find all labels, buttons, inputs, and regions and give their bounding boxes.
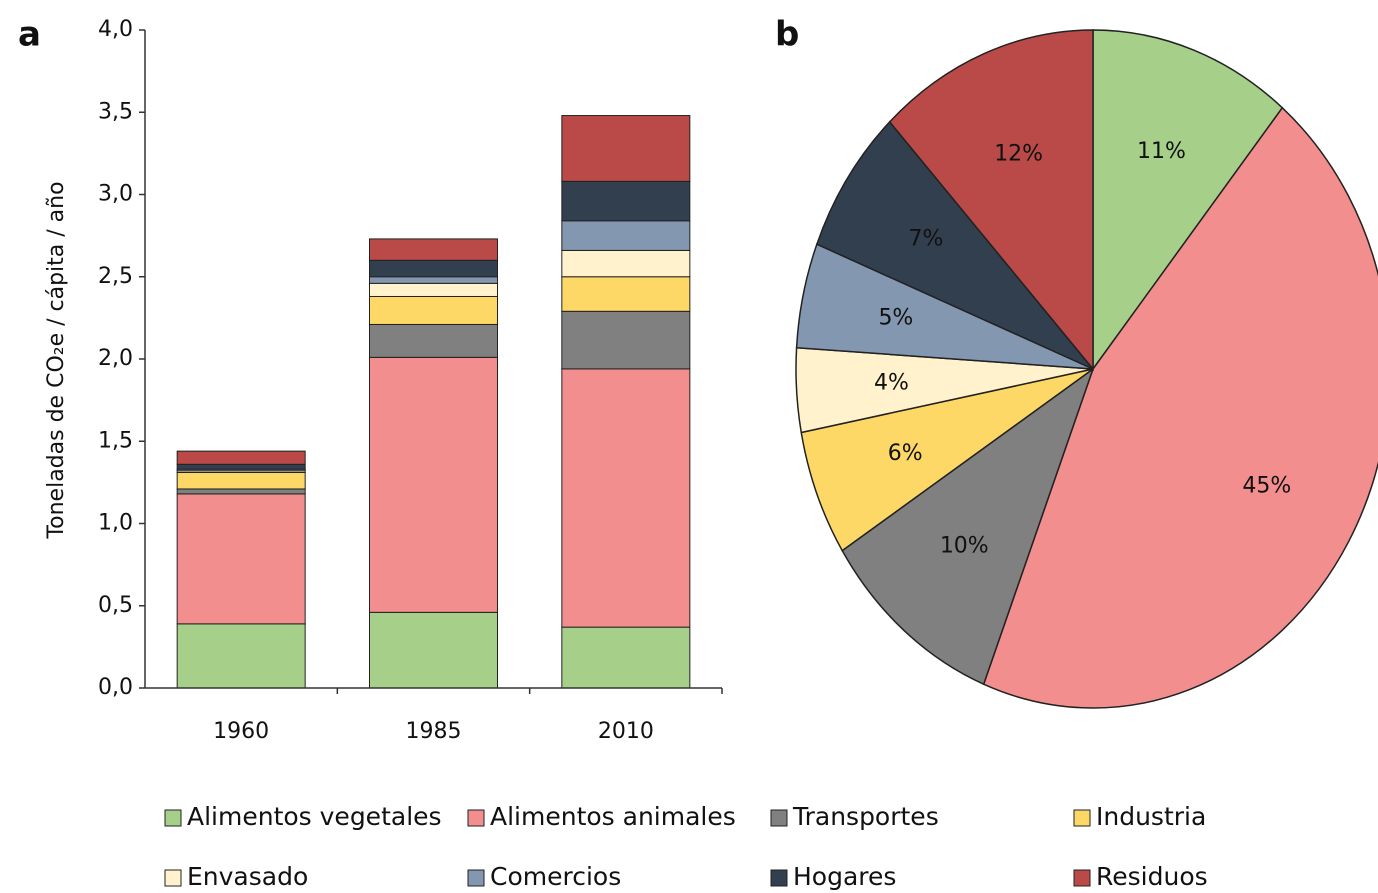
bar-segment [561, 626, 691, 689]
legend-label: Hogares [793, 862, 896, 891]
bar-segment [176, 450, 306, 465]
bar-segment [561, 310, 691, 370]
y-tick-label: 2,0 [98, 346, 133, 371]
pie-label: 6% [888, 441, 923, 466]
bar-segment [561, 276, 691, 312]
pie-label: 12% [994, 142, 1043, 167]
pie-label: 5% [878, 306, 913, 331]
pie-label: 4% [874, 370, 909, 395]
bar-segment [176, 623, 306, 689]
pie-slice [982, 106, 1378, 709]
x-tick-label: 2010 [598, 719, 654, 744]
pie-slice [815, 120, 1094, 370]
bar-segment [369, 295, 498, 325]
bar-segment [561, 220, 691, 251]
legend-swatch [770, 869, 788, 887]
legend-swatch [1073, 869, 1091, 887]
bar-segment [561, 249, 691, 278]
bar-segment [561, 115, 691, 182]
legend-swatch [467, 809, 485, 827]
y-tick-label: 3,0 [98, 182, 133, 207]
bar-segment [369, 323, 498, 358]
pie-slice [888, 29, 1094, 372]
bar-segment [176, 488, 306, 495]
bar-segment [369, 611, 498, 689]
pie-slice [800, 368, 1094, 552]
y-tick-label: 0,5 [98, 593, 133, 618]
legend-swatch [164, 869, 182, 887]
legend-swatch [770, 809, 788, 827]
y-tick-label: 2,5 [98, 264, 133, 289]
y-tick-label: 3,5 [98, 99, 133, 124]
y-tick-label: 4,0 [98, 17, 133, 42]
panel-label: b [775, 15, 799, 55]
legend-swatch [164, 809, 182, 827]
bar-segment [369, 282, 498, 297]
legend-swatch [1073, 809, 1091, 827]
legend-label: Alimentos animales [490, 802, 736, 831]
bar-segment [561, 180, 691, 222]
legend-label: Alimentos vegetales [187, 802, 442, 831]
bar-segment [561, 368, 691, 628]
y-tick-label: 1,0 [98, 511, 133, 536]
bar-segment [176, 463, 306, 470]
legend-label: Industria [1096, 802, 1206, 831]
y-tick-label: 0,0 [98, 675, 133, 700]
bar-segment [369, 259, 498, 278]
pie-label: 11% [1137, 139, 1186, 164]
y-tick-label: 1,5 [98, 428, 133, 453]
bar-segment [176, 472, 306, 490]
pie-slice [841, 366, 1095, 686]
legend-label: Envasado [187, 862, 308, 891]
legend-label: Residuos [1096, 862, 1208, 891]
legend-label: Comercios [490, 862, 621, 891]
x-tick-label: 1960 [213, 719, 269, 744]
pie-label: 7% [909, 226, 944, 251]
pie-label: 10% [940, 534, 989, 559]
panel-label: a [18, 15, 41, 55]
pie-label: 45% [1242, 473, 1291, 498]
bar-segment [369, 356, 498, 613]
bar-segment [176, 493, 306, 625]
pie-slice [1092, 29, 1284, 372]
legend-label: Transportes [792, 802, 939, 831]
y-axis-label: Toneladas de CO₂e / cápita / año [44, 181, 69, 539]
bar-segment [369, 276, 498, 284]
bar-segment [369, 238, 498, 261]
legend-swatch [467, 869, 485, 887]
x-tick-label: 1985 [406, 719, 462, 744]
